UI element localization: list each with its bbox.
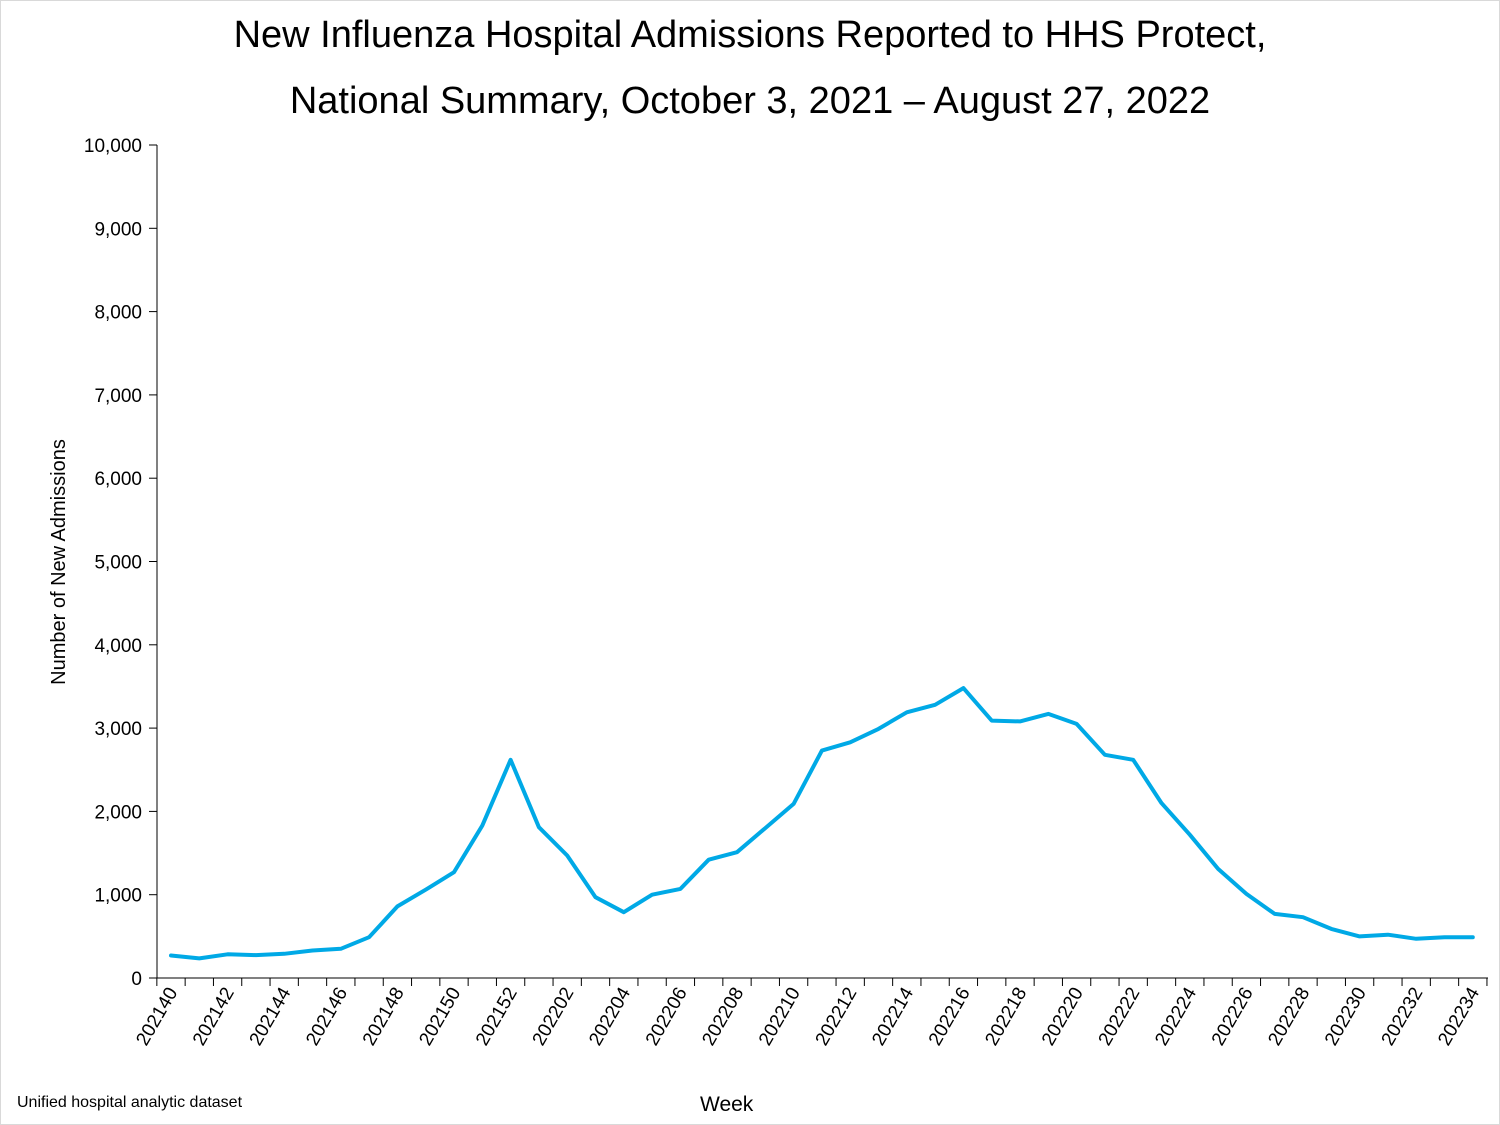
x-tick-label: 202144 — [246, 984, 296, 1050]
y-tick-label: 4,000 — [94, 636, 142, 657]
x-tick-label: 202234 — [1434, 984, 1484, 1050]
x-tick-label: 202204 — [585, 984, 635, 1050]
x-tick-label: 202206 — [642, 984, 692, 1049]
x-tick-label: 202216 — [925, 984, 975, 1049]
y-tick-label: 1,000 — [94, 886, 142, 907]
x-tick-label: 202220 — [1038, 984, 1088, 1049]
y-tick-label: 9,000 — [94, 219, 142, 240]
series-layer — [169, 686, 1475, 961]
x-tick-label: 202202 — [529, 984, 579, 1049]
x-axis-label: Week — [700, 1093, 754, 1116]
x-tick-label: 202152 — [472, 984, 522, 1049]
x-tick-label: 202208 — [698, 984, 748, 1049]
y-tick-label: 5,000 — [94, 553, 142, 574]
x-axis: 202140 202142 202144 202146 202148 202150 2021… — [132, 977, 1488, 1050]
x-tick-label: 202212 — [812, 984, 862, 1049]
series-line — [169, 686, 1475, 961]
x-tick-label: 202226 — [1208, 984, 1258, 1049]
x-tick-label: 202148 — [359, 984, 409, 1049]
y-tick-label: 7,000 — [94, 386, 142, 407]
x-tick-label: 202230 — [1321, 984, 1371, 1049]
y-tick-label: 8,000 — [94, 303, 142, 324]
x-tick-label: 202228 — [1264, 984, 1314, 1049]
y-tick-label: 0 — [131, 969, 142, 990]
x-tick-label: 202210 — [755, 984, 805, 1049]
x-tick-label: 202222 — [1095, 984, 1145, 1049]
x-tick-label: 202142 — [189, 984, 239, 1049]
x-tick-label: 202218 — [981, 984, 1031, 1049]
x-tick-label: 202150 — [415, 984, 465, 1049]
x-tick-label: 202214 — [868, 984, 918, 1050]
source-note: Unified hospital analytic dataset — [17, 1094, 243, 1111]
x-tick-label: 202224 — [1151, 984, 1201, 1050]
y-axis-label: Number of New Admissions — [48, 439, 70, 685]
x-tick-label: 202140 — [132, 984, 182, 1049]
x-tick-label: 202232 — [1378, 984, 1428, 1049]
chart-title-line-2: National Summary, October 3, 2021 – Augu… — [289, 80, 1211, 122]
y-tick-label: 10,000 — [84, 136, 142, 157]
x-tick-label: 202146 — [302, 984, 352, 1049]
y-tick-label: 6,000 — [94, 469, 142, 490]
y-tick-label: 2,000 — [94, 802, 142, 823]
y-tick-label: 3,000 — [94, 719, 142, 740]
chart-title-line-1: New Influenza Hospital Admissions Report… — [233, 14, 1267, 56]
y-axis: 0 1,000 2,000 3,000 4,000 5,000 6,000 7,000 8,00… — [84, 136, 158, 990]
